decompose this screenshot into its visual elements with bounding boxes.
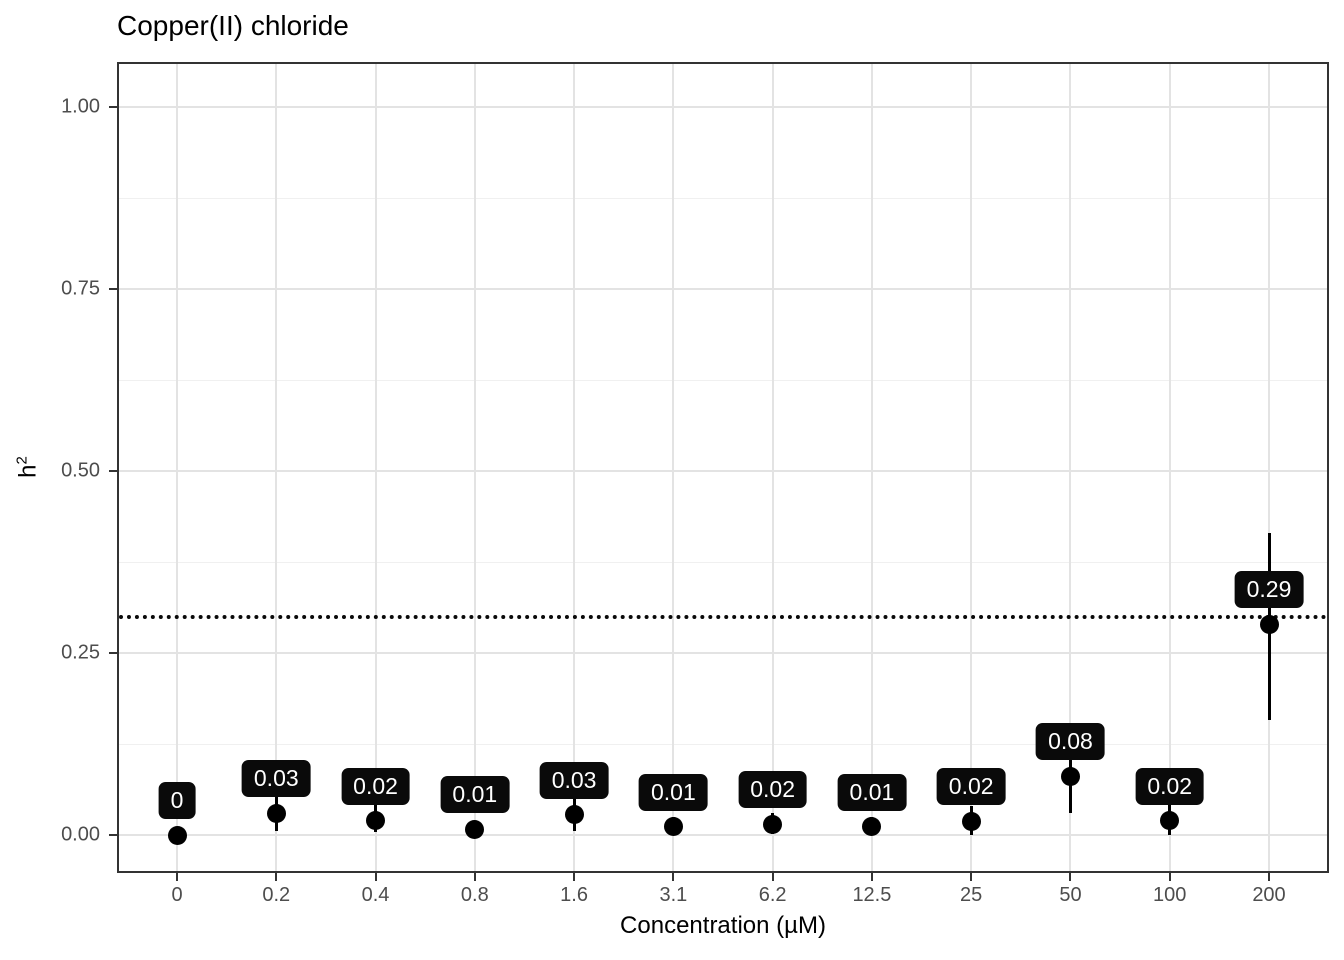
x-axis-tick-mark bbox=[672, 873, 675, 881]
x-axis-tick-label: 0.8 bbox=[460, 884, 489, 906]
gridline-vertical-major bbox=[275, 64, 278, 871]
x-axis-tick-label: 6.2 bbox=[758, 884, 787, 906]
x-axis-tick-mark bbox=[374, 873, 377, 881]
x-axis-tick-label: 100 bbox=[1153, 884, 1187, 906]
value-label: 0.02 bbox=[341, 767, 410, 805]
y-axis-title: h2 bbox=[14, 456, 43, 478]
value-label: 0.03 bbox=[539, 761, 609, 799]
x-axis-tick-label: 12.5 bbox=[852, 884, 892, 906]
value-label: 0.29 bbox=[1234, 571, 1304, 609]
gridline-horizontal-major bbox=[119, 470, 1327, 473]
x-axis-tick-label: 3.1 bbox=[659, 884, 688, 906]
value-label: 0.02 bbox=[738, 771, 808, 809]
value-label: 0.02 bbox=[936, 768, 1006, 806]
x-axis-tick-label: 25 bbox=[960, 884, 983, 906]
gridline-horizontal-minor bbox=[119, 197, 1327, 199]
plot-panel-inner: 0 0.03 0.02 0.01 0.03 0.01 0.02 0.01 0.02 0.08 0.0… bbox=[119, 64, 1327, 871]
data-point bbox=[366, 811, 386, 831]
value-label: 0.08 bbox=[1036, 723, 1105, 761]
plot-panel: 0 0.03 0.02 0.01 0.03 0.01 0.02 0.01 0.02 0.08 0.0… bbox=[117, 62, 1329, 873]
chart-title: Copper(II) chloride bbox=[117, 10, 349, 41]
x-axis-tick-mark bbox=[275, 873, 278, 881]
x-axis-tick-mark bbox=[1168, 873, 1171, 881]
gridline-horizontal-major bbox=[119, 288, 1327, 291]
x-axis-tick-mark bbox=[870, 873, 873, 881]
data-point bbox=[663, 817, 683, 837]
gridline-vertical-major bbox=[374, 64, 377, 871]
gridline-horizontal-major bbox=[119, 652, 1327, 655]
data-point bbox=[961, 811, 981, 831]
data-point bbox=[465, 819, 485, 839]
data-point bbox=[1160, 811, 1180, 831]
value-label: 0.01 bbox=[837, 773, 907, 811]
data-point bbox=[564, 805, 584, 825]
gridline-horizontal-minor bbox=[119, 743, 1327, 745]
gridline-vertical-major bbox=[176, 64, 178, 871]
y-axis-tick-mark bbox=[109, 834, 117, 837]
data-point bbox=[167, 825, 187, 845]
value-label: 0.01 bbox=[440, 776, 510, 814]
y-axis-tick-mark bbox=[109, 470, 117, 473]
y-axis-title-sup: 2 bbox=[13, 456, 31, 465]
x-axis-title: Concentration (µM) bbox=[620, 912, 826, 939]
y-axis-tick-label: 0.00 bbox=[61, 823, 100, 846]
reference-line bbox=[119, 614, 1327, 619]
x-axis-tick-mark bbox=[1268, 873, 1270, 881]
y-axis-tick-mark bbox=[109, 105, 117, 108]
gridline-vertical-major bbox=[1069, 64, 1072, 871]
value-label: 0.03 bbox=[241, 760, 311, 798]
gridline-vertical-major bbox=[573, 64, 576, 871]
gridline-vertical-major bbox=[1168, 64, 1171, 871]
x-axis-tick-mark bbox=[970, 873, 973, 881]
gridline-vertical-major bbox=[473, 64, 476, 871]
y-axis-tick-label: 0.75 bbox=[61, 277, 100, 300]
x-axis-tick-mark bbox=[473, 873, 476, 881]
gridline-vertical-major bbox=[771, 64, 774, 871]
data-point bbox=[266, 803, 286, 823]
x-axis-tick-mark bbox=[176, 873, 178, 881]
gridline-vertical-major bbox=[672, 64, 675, 871]
y-axis-tick-label: 0.50 bbox=[61, 459, 100, 482]
x-axis-tick-label: 200 bbox=[1252, 884, 1286, 906]
gridline-vertical-major bbox=[870, 64, 873, 871]
data-point bbox=[763, 814, 783, 834]
gridline-horizontal-minor bbox=[119, 561, 1327, 563]
gridline-horizontal-major bbox=[119, 105, 1327, 108]
x-axis-tick-mark bbox=[573, 873, 576, 881]
y-axis-tick-mark bbox=[109, 288, 117, 291]
y-axis-tick-label: 1.00 bbox=[61, 95, 100, 118]
value-label: 0.01 bbox=[638, 773, 708, 811]
data-point bbox=[862, 817, 882, 837]
x-axis-tick-mark bbox=[771, 873, 774, 881]
x-axis-tick-label: 0.2 bbox=[262, 884, 291, 906]
y-axis-tick-mark bbox=[109, 652, 117, 655]
gridline-vertical-major bbox=[970, 64, 973, 871]
x-axis-tick-mark bbox=[1069, 873, 1072, 881]
x-axis-tick-label: 1.6 bbox=[560, 884, 588, 906]
value-label: 0 bbox=[158, 782, 196, 820]
value-label: 0.02 bbox=[1135, 767, 1205, 805]
gridline-vertical-major bbox=[1268, 64, 1270, 871]
y-axis-title-base: h bbox=[14, 464, 42, 478]
data-point bbox=[1259, 614, 1279, 634]
gridline-horizontal-minor bbox=[119, 379, 1327, 381]
data-point bbox=[1060, 766, 1080, 786]
gridline-horizontal-major bbox=[119, 834, 1327, 837]
x-axis-tick-label: 50 bbox=[1059, 884, 1082, 906]
x-axis-tick-label: 0 bbox=[171, 884, 183, 906]
y-axis-tick-label: 0.25 bbox=[61, 641, 100, 664]
x-axis-tick-label: 0.4 bbox=[361, 884, 390, 906]
